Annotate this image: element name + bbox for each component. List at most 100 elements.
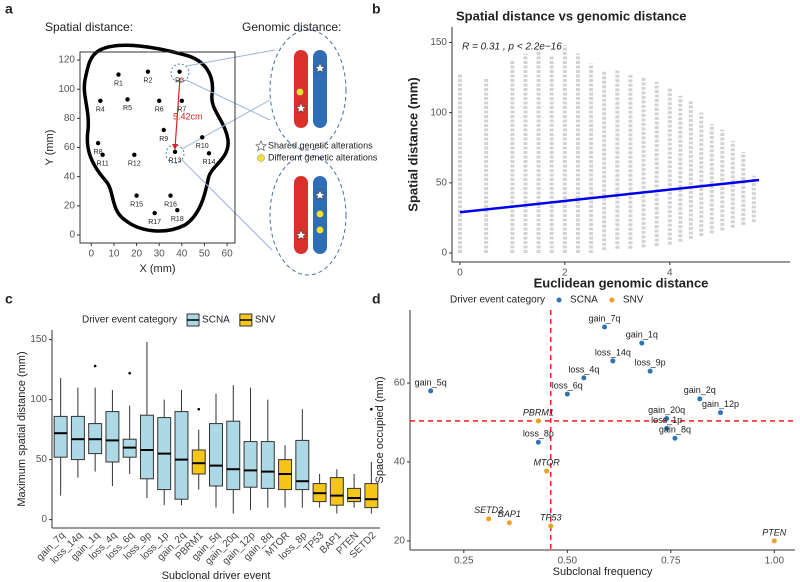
- x-tick-label: 4: [667, 268, 673, 279]
- point-label: R1: [114, 80, 123, 87]
- data-point: [428, 388, 434, 394]
- region-highlight: [170, 63, 190, 83]
- annotation: Genomic distance:: [242, 20, 341, 34]
- region-point: [161, 127, 166, 133]
- data-point: [535, 418, 541, 424]
- point-label: gain_2q: [684, 385, 716, 395]
- chart-title: Spatial distance vs genomic distance: [456, 8, 686, 23]
- region-highlight: [165, 144, 185, 164]
- point-label: R14: [203, 159, 216, 166]
- region-point: [125, 97, 130, 102]
- chromosome: [313, 50, 327, 128]
- box: [53, 415, 68, 458]
- arrow-head: [172, 144, 178, 150]
- data-point: [506, 520, 512, 526]
- point-label: R2: [143, 78, 152, 85]
- box: [174, 411, 189, 500]
- connector: [181, 99, 271, 150]
- panel-letter: b: [372, 1, 381, 17]
- x-tick-label: 0: [89, 249, 95, 260]
- y-tick-label: 40: [394, 457, 406, 468]
- y-tick-label: 50: [436, 177, 448, 188]
- point-label: R18: [171, 216, 184, 223]
- connector: [185, 79, 271, 121]
- point-label: R16: [164, 201, 177, 208]
- data-point: [548, 523, 554, 529]
- y-tick-label: 150: [430, 37, 447, 48]
- box: [243, 441, 258, 488]
- data-point: [544, 468, 550, 474]
- region-point: [132, 152, 137, 157]
- star-icon: [255, 140, 267, 152]
- data-point: [771, 538, 777, 544]
- data-point: [717, 410, 723, 416]
- y-tick-label: 40: [64, 171, 76, 182]
- point-label: R17: [148, 219, 161, 226]
- box: [260, 441, 275, 489]
- data-point: [647, 368, 653, 374]
- panel-letter: a: [5, 1, 13, 17]
- data-point: [664, 425, 670, 431]
- region-point: [152, 210, 157, 216]
- legend-swatch: [556, 297, 562, 303]
- point-label: gain_8q: [659, 425, 691, 435]
- region-point: [175, 207, 180, 213]
- legend-label: SCNA: [570, 295, 598, 306]
- x-axis-title: X (mm): [139, 263, 175, 275]
- data-point: [672, 435, 678, 441]
- region-point: [116, 72, 121, 77]
- y-tick-label: 150: [30, 334, 47, 345]
- point-label: loss_9p: [635, 358, 666, 368]
- outlier: [128, 371, 131, 375]
- point-label: PTEN: [762, 527, 787, 537]
- box: [209, 423, 223, 487]
- x-tick-label: 2: [562, 268, 568, 279]
- region-point: [100, 152, 105, 157]
- y-axis-title: Y (mm): [44, 130, 56, 166]
- chromosome: [294, 176, 308, 254]
- point-label: gain_12p: [702, 399, 739, 409]
- region-point: [145, 69, 151, 74]
- legend-label: SNV: [623, 295, 644, 306]
- legend-title: Driver event category: [82, 315, 177, 326]
- region-point: [177, 69, 182, 74]
- y-axis-title: Space occupied (mm): [374, 377, 386, 484]
- box: [70, 415, 85, 461]
- point-label: R6: [155, 107, 164, 114]
- box: [347, 487, 362, 503]
- point-label: R4: [96, 107, 105, 114]
- y-tick-label: 100: [58, 84, 75, 95]
- y-axis-title: Maximum spatial distance (mm): [16, 351, 28, 506]
- y-tick-label: 0: [441, 248, 447, 259]
- panel-letter: c: [5, 291, 13, 307]
- x-axis-title: Euclidean genomic distance: [534, 275, 709, 290]
- star-icon: [295, 229, 307, 241]
- dot-icon: [316, 226, 324, 234]
- x-tick-label: 40: [176, 249, 188, 260]
- point-label: loss_14q: [595, 347, 631, 357]
- connector: [181, 159, 273, 251]
- y-tick-label: 120: [58, 55, 75, 66]
- point-label: R15: [130, 201, 143, 208]
- point-label: loss_8p: [523, 429, 554, 439]
- dot-icon: [257, 154, 265, 162]
- stat-annotation: R = 0.31 , p < 2.2e−16: [462, 42, 562, 53]
- outlier: [370, 407, 373, 411]
- point-label: gain_1q: [626, 330, 658, 340]
- region-point: [199, 135, 205, 140]
- x-tick-label: 30: [154, 249, 166, 260]
- region-point: [156, 98, 162, 104]
- connector: [185, 49, 276, 67]
- point-label: loss_4q: [568, 364, 599, 374]
- point-label: gain_5q: [415, 377, 447, 387]
- point-label: R13: [169, 158, 182, 165]
- y-tick-label: 20: [64, 200, 76, 211]
- point-label: R3: [175, 78, 184, 85]
- data-point: [610, 358, 616, 364]
- x-axis-title: Subclonal driver event: [162, 570, 271, 582]
- region-point: [179, 98, 185, 104]
- box: [364, 483, 379, 509]
- point-label: R9: [159, 136, 168, 143]
- data-point: [639, 340, 645, 346]
